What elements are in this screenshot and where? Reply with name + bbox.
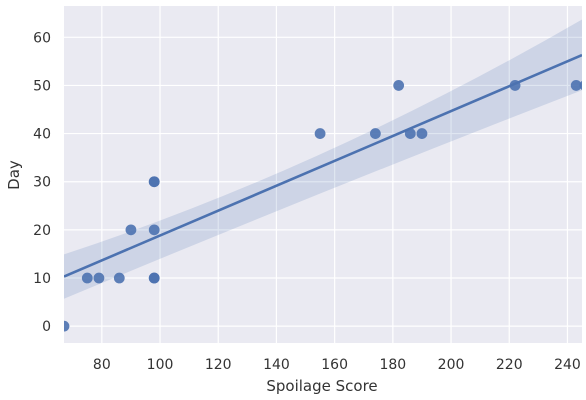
data-point bbox=[64, 320, 70, 332]
x-tick-label: 220 bbox=[496, 357, 523, 373]
data-point bbox=[404, 128, 416, 139]
x-tick-label: 160 bbox=[321, 357, 348, 373]
x-tick-label: 180 bbox=[379, 357, 406, 373]
data-point bbox=[416, 128, 428, 139]
y-tick-label: 30 bbox=[33, 175, 51, 191]
regression-line-path bbox=[64, 53, 582, 278]
x-tick-label: 240 bbox=[554, 357, 581, 373]
data-point bbox=[570, 80, 582, 91]
y-tick-label: 60 bbox=[33, 30, 51, 46]
y-tick-labels: 0 10 20 30 40 50 60 bbox=[33, 30, 51, 335]
data-point bbox=[148, 224, 160, 236]
x-axis-label: Spoilage Score bbox=[266, 377, 377, 395]
x-tick-label: 80 bbox=[93, 357, 111, 373]
x-tick-label: 120 bbox=[205, 357, 232, 373]
x-tick-label: 140 bbox=[263, 357, 290, 373]
x-tick-label: 100 bbox=[147, 357, 174, 373]
data-point bbox=[148, 272, 160, 284]
confidence-band bbox=[64, 19, 582, 299]
plot-background bbox=[64, 6, 582, 343]
data-point bbox=[93, 272, 105, 284]
y-tick-label: 0 bbox=[42, 319, 51, 335]
data-point bbox=[81, 272, 93, 284]
y-tick-label: 50 bbox=[33, 78, 51, 94]
x-tick-labels: 80 100 120 140 160 180 200 220 240 bbox=[93, 357, 581, 373]
data-points bbox=[64, 80, 582, 332]
data-point bbox=[125, 224, 137, 236]
data-point bbox=[113, 272, 125, 284]
y-tick-label: 40 bbox=[33, 127, 51, 143]
data-point bbox=[369, 128, 381, 139]
data-point bbox=[509, 80, 521, 91]
confidence-band-area bbox=[64, 19, 582, 299]
y-axis-label: Day bbox=[5, 160, 23, 190]
regression-line bbox=[64, 53, 582, 278]
data-point bbox=[579, 80, 582, 90]
data-point bbox=[148, 176, 160, 188]
y-tick-label: 20 bbox=[33, 223, 51, 239]
x-tick-label: 200 bbox=[438, 357, 465, 373]
y-tick-label: 10 bbox=[33, 271, 51, 287]
data-point bbox=[393, 80, 405, 91]
data-point bbox=[314, 128, 326, 139]
